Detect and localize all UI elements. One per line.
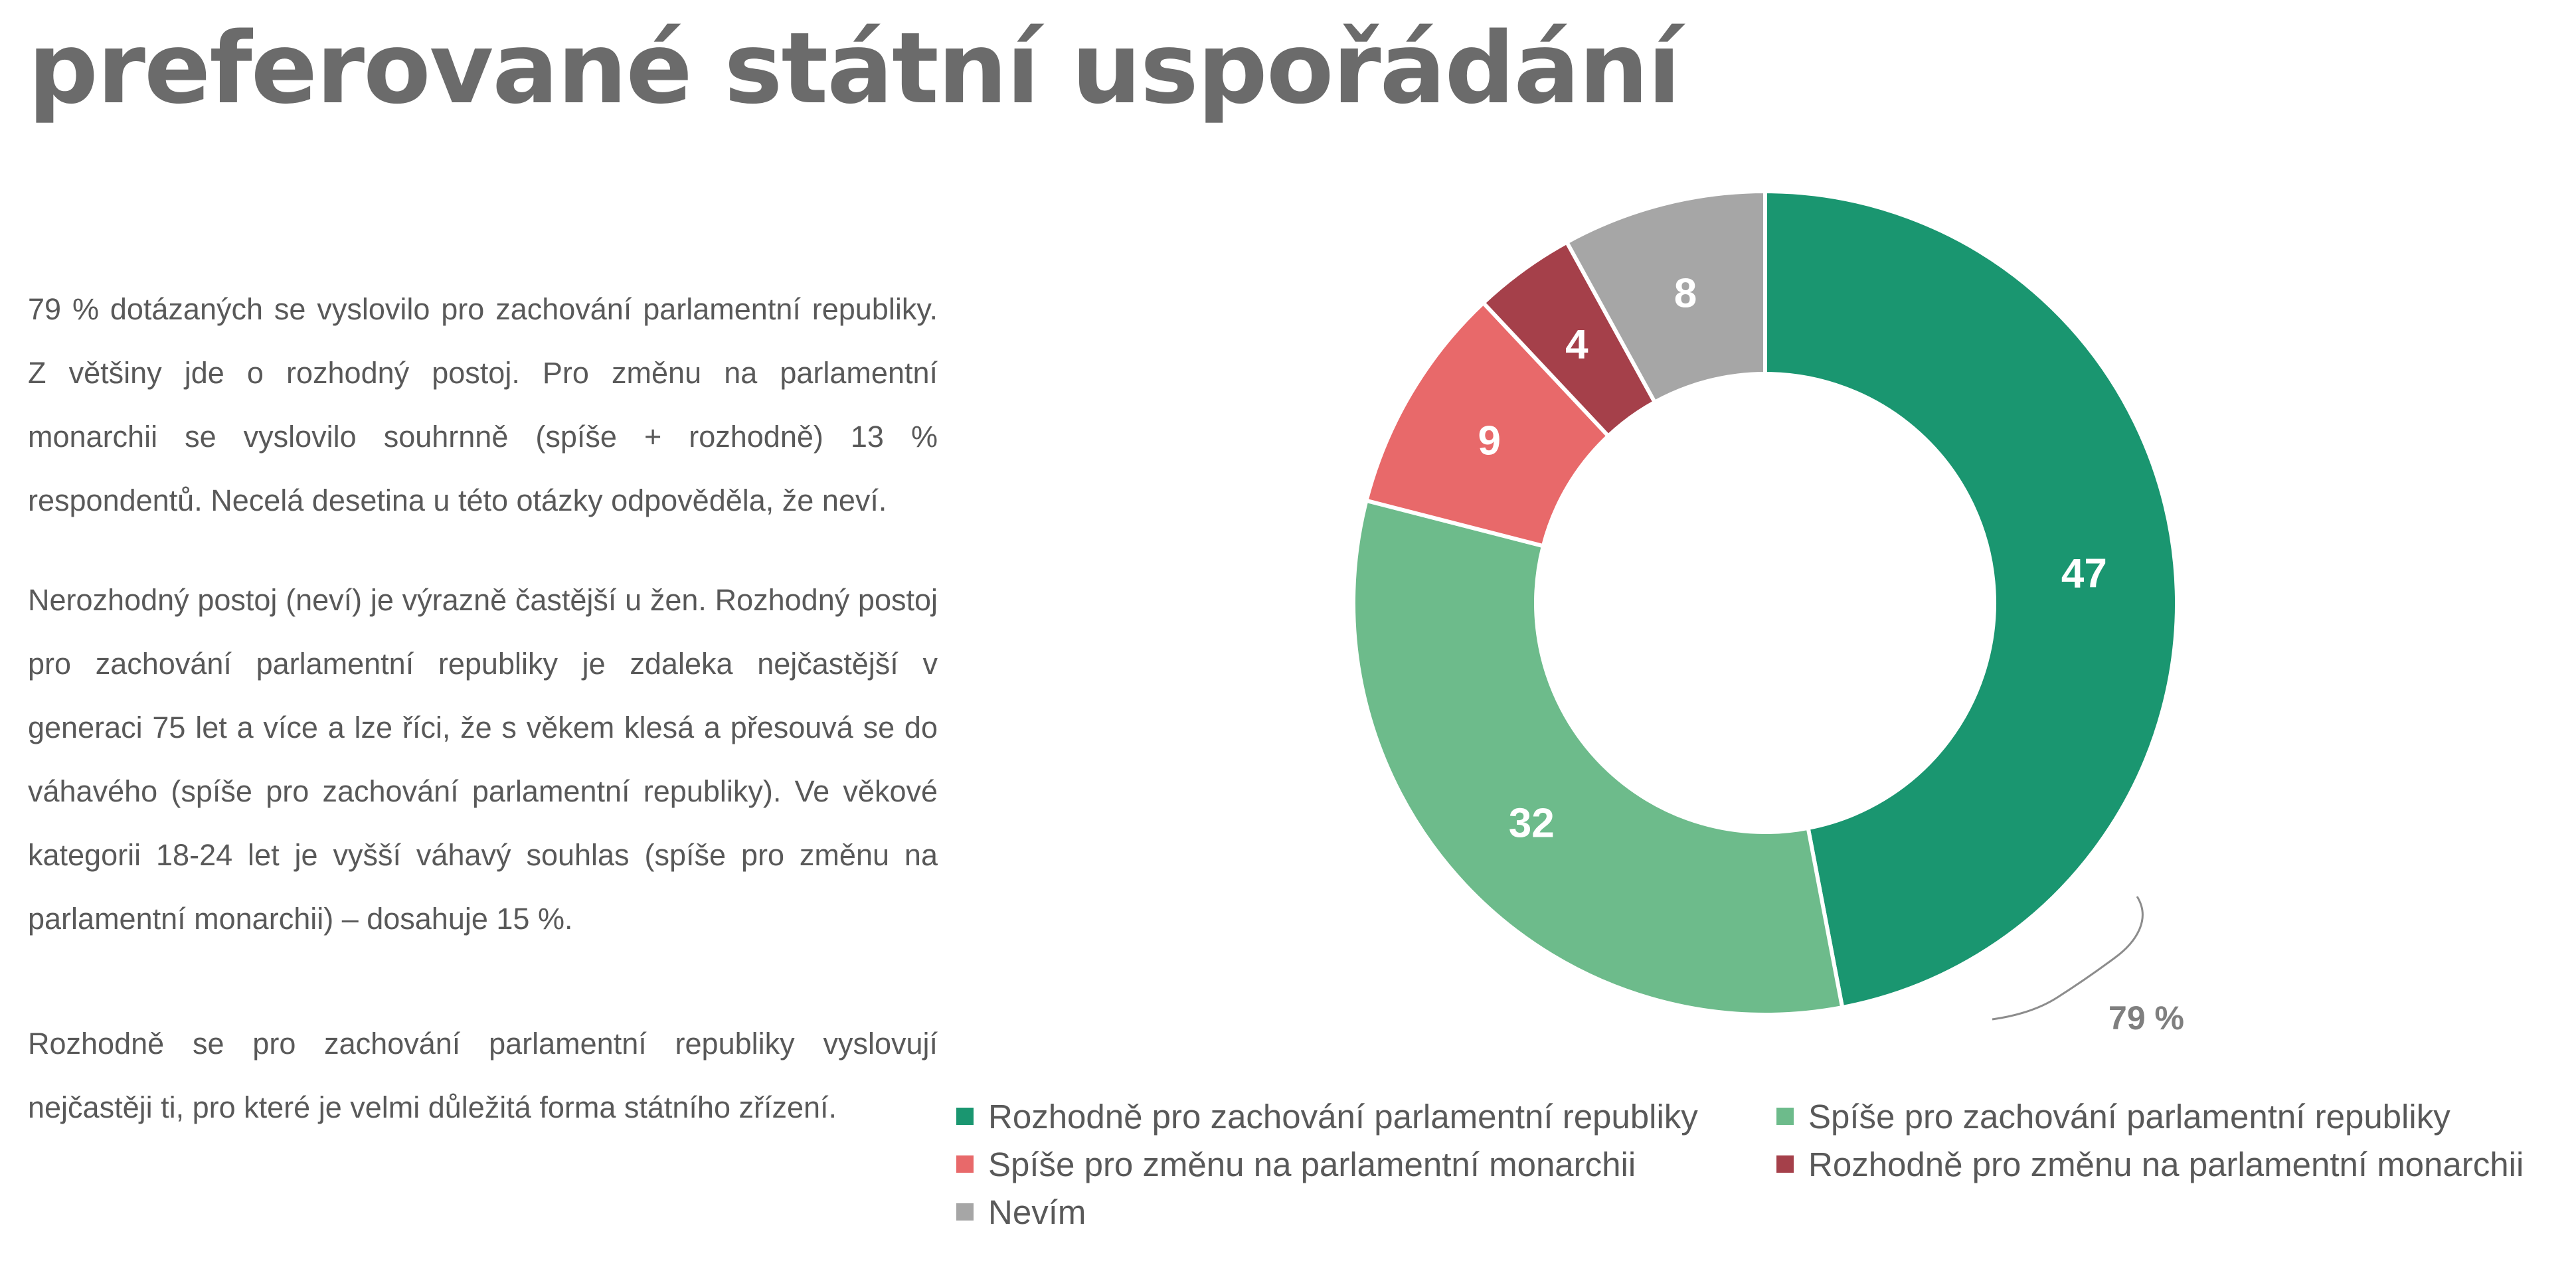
legend-swatch (956, 1155, 974, 1173)
slice-value-label: 47 (2061, 551, 2107, 597)
legend-label: Spíše pro zachování parlamentní republik… (1808, 1097, 2450, 1136)
paragraph-summary: 79 % dotázaných se vyslovilo pro zachová… (28, 292, 938, 517)
legend-row: Spíše pro změnu na parlamentní monarchii… (956, 1140, 2570, 1188)
legend-label: Nevím (988, 1193, 1086, 1231)
slice-value-label: 4 (1565, 322, 1589, 368)
legend-item: Rozhodně pro změnu na parlamentní monarc… (1776, 1145, 2524, 1184)
donut-slice (1351, 498, 1845, 1017)
donut-slices (1351, 189, 2179, 1017)
republic-total-label: 79 % (2108, 999, 2184, 1037)
slice-value-label: 32 (1509, 800, 1555, 846)
legend-swatch (1776, 1108, 1794, 1125)
legend-item: Spíše pro zachování parlamentní republik… (1776, 1097, 2450, 1136)
donut-slice (1564, 189, 1767, 405)
legend-label: Rozhodně pro zachování parlamentní repub… (988, 1097, 1698, 1136)
chart-legend: Rozhodně pro zachování parlamentní repub… (956, 1092, 2570, 1236)
republic-total-bracket (1992, 896, 2144, 1021)
legend-swatch (956, 1108, 974, 1125)
legend-swatch (1776, 1155, 1794, 1173)
page-title: preferované státní uspořádání (28, 11, 1681, 126)
legend-item: Rozhodně pro zachování parlamentní repub… (956, 1097, 1776, 1136)
donut-slice (1480, 239, 1658, 439)
legend-item: Spíše pro změnu na parlamentní monarchii (956, 1145, 1776, 1184)
legend-label: Rozhodně pro změnu na parlamentní monarc… (1808, 1145, 2524, 1183)
slice-value-label: 9 (1478, 418, 1500, 464)
paragraph-demographics: Nerozhodný postoj (neví) je výrazně čast… (28, 583, 938, 936)
donut-slice (1763, 189, 2179, 1010)
legend-label: Spíše pro změnu na parlamentní monarchii (988, 1145, 1636, 1183)
legend-item: Nevím (956, 1193, 1776, 1232)
legend-row: Rozhodně pro zachování parlamentní repub… (956, 1092, 2570, 1140)
donut-slice (1363, 299, 1612, 549)
donut-slice-labels: 47 32 9 4 8 (1478, 271, 2106, 847)
slice-value-label: 8 (1674, 271, 1697, 317)
paragraph-importance: Rozhodně se pro zachování parlamentní re… (28, 1027, 938, 1124)
description-text: 79 % dotázaných se vyslovilo pro zachová… (28, 278, 938, 1175)
legend-row: Nevím (956, 1188, 2570, 1236)
legend-swatch (956, 1203, 974, 1221)
